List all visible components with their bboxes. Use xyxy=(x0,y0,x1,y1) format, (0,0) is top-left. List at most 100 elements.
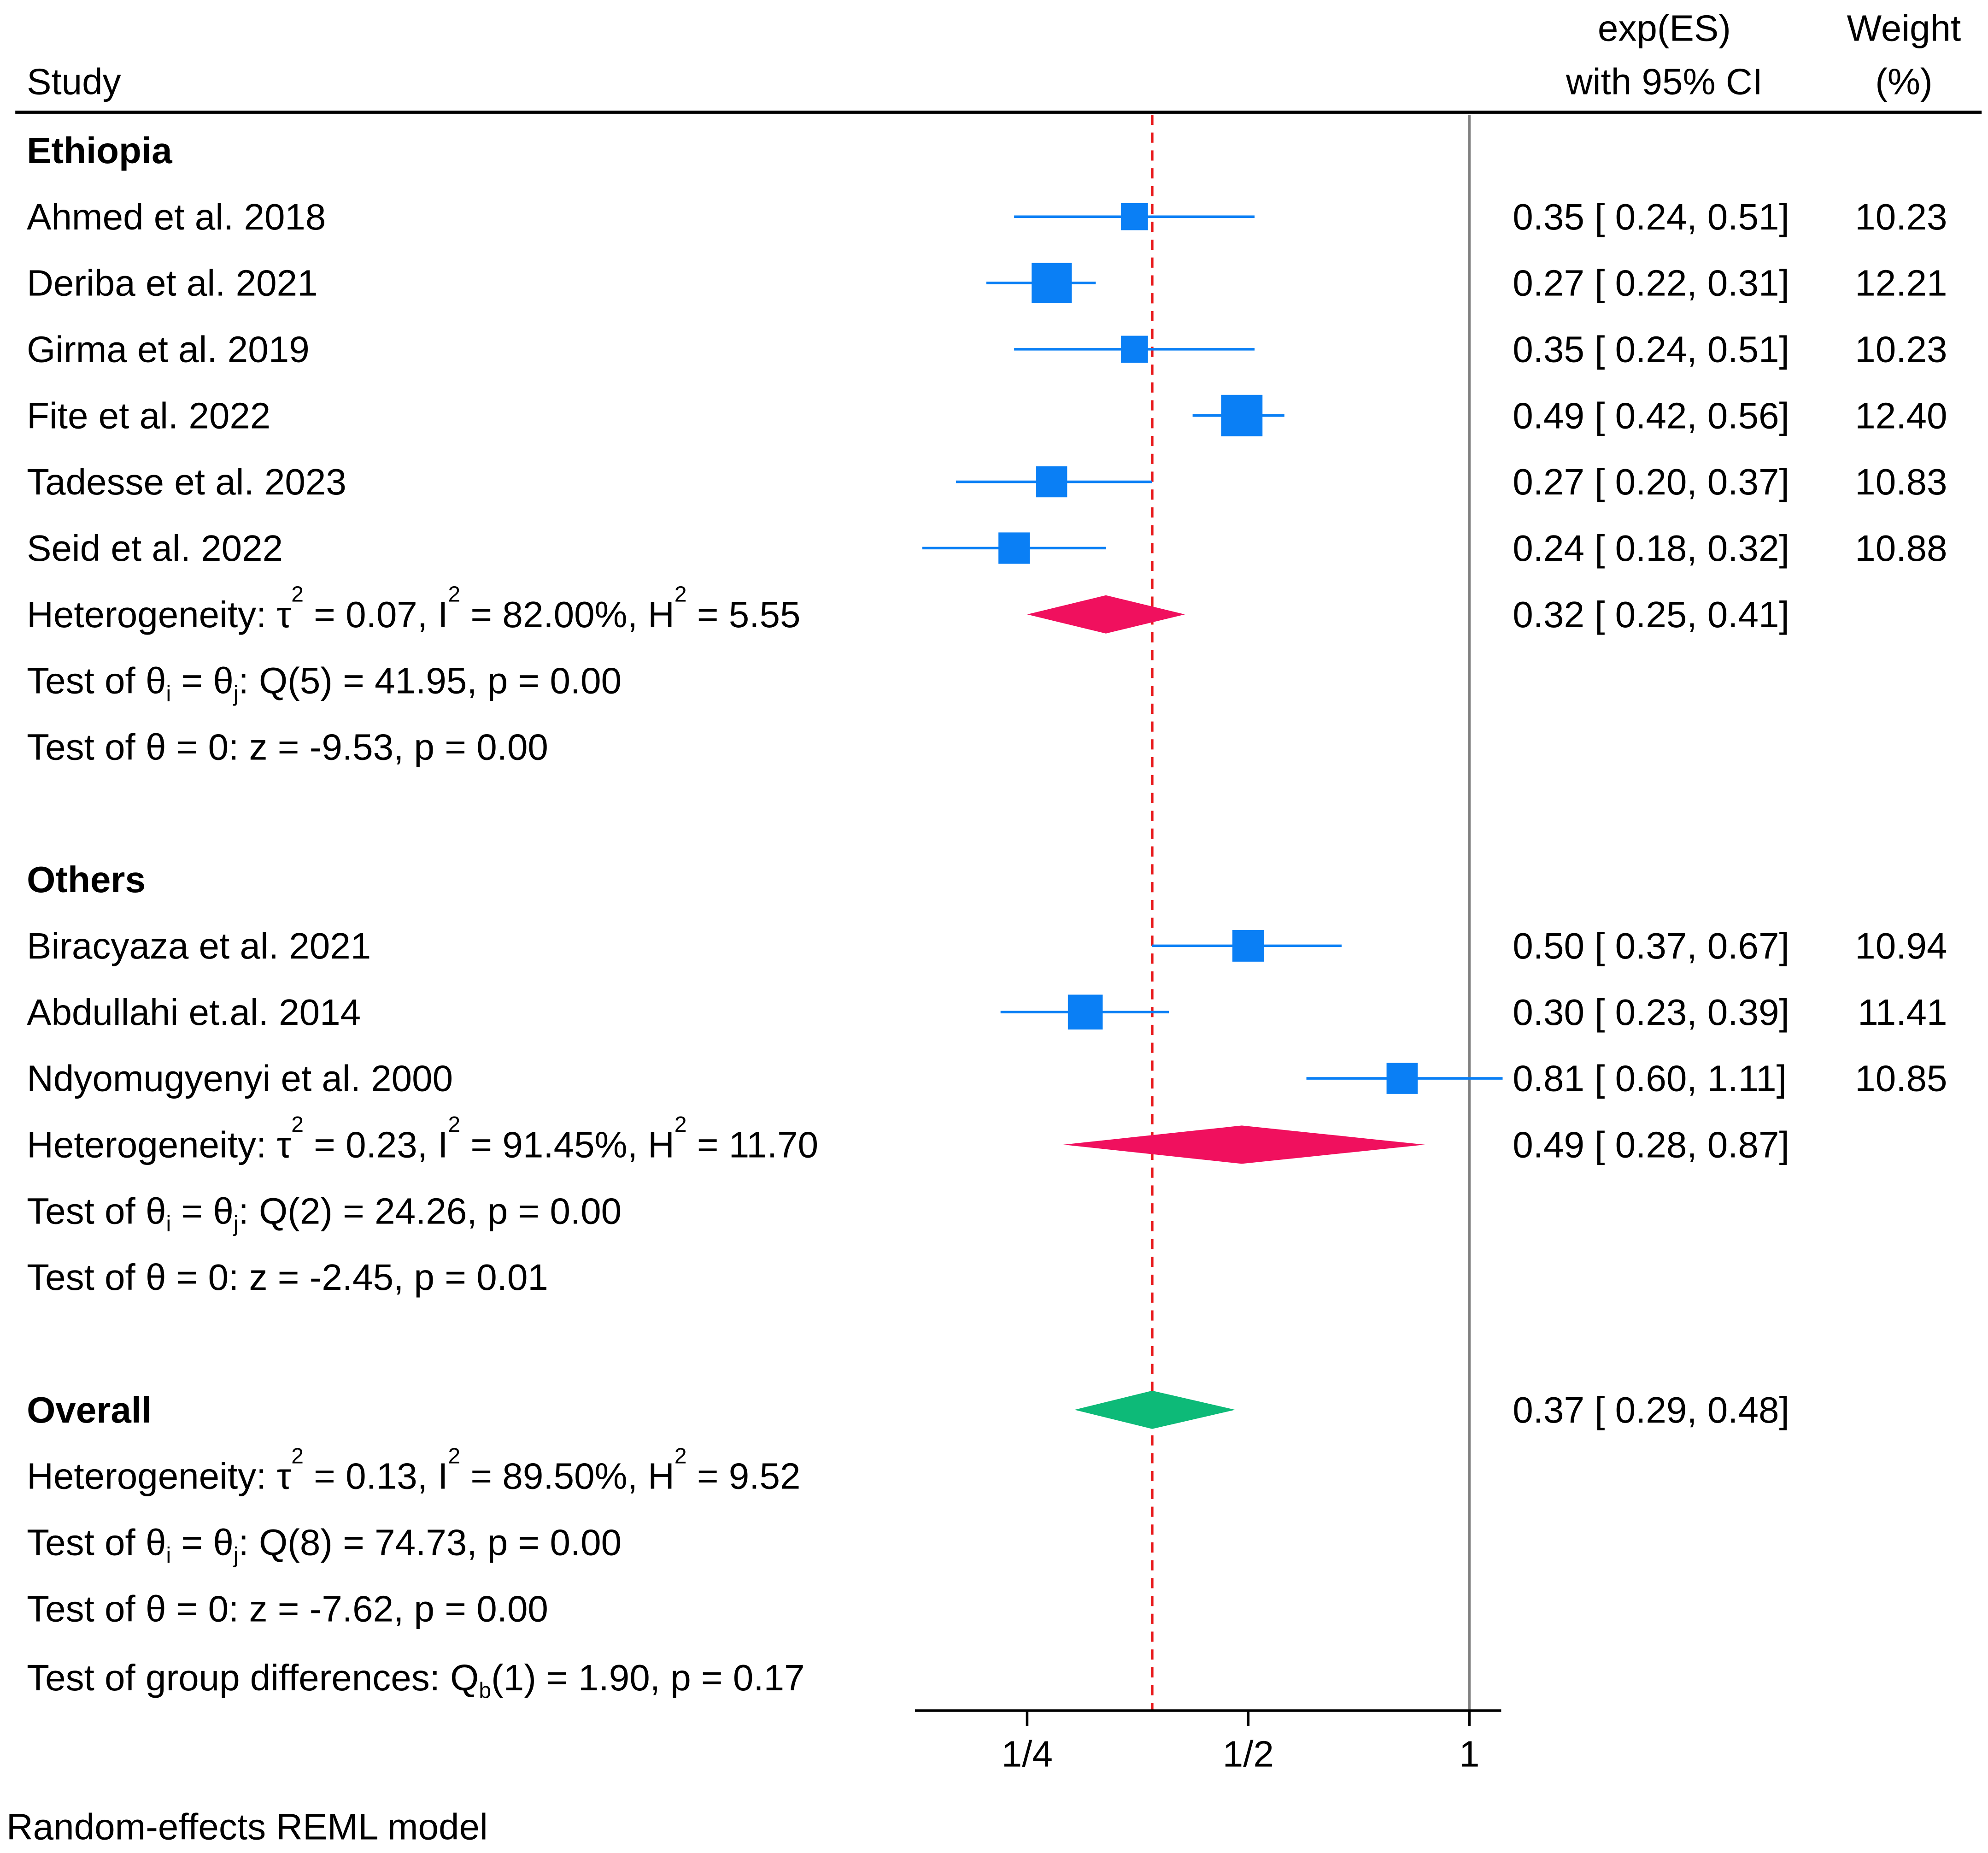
group-test-theta-ij-part-6: ) = xyxy=(320,1190,375,1231)
group-heterogeneity-part-11: 5.55 xyxy=(729,594,801,635)
overall-heterogeneity: Heterogeneity: τ2 = 0.13, I2 = 89.50%, H… xyxy=(27,1444,800,1496)
study-marker xyxy=(1386,1063,1418,1094)
group-heterogeneity-part-11: 11.70 xyxy=(729,1124,818,1165)
study-weight: 11.41 xyxy=(1858,992,1947,1033)
group-test-theta-ij-part-0: Test of θ xyxy=(27,660,166,701)
study-weight: 10.23 xyxy=(1855,329,1947,370)
group-heterogeneity-part-0: Heterogeneity: τ xyxy=(27,594,291,635)
study-marker xyxy=(1121,335,1148,363)
overall-diamond xyxy=(1074,1390,1236,1429)
study-ci: 0.35 [ 0.24, 0.51] xyxy=(1513,196,1789,237)
study-ci: 0.49 [ 0.42, 0.56] xyxy=(1513,395,1789,436)
overall-heterogeneity-part-3: 0.13 xyxy=(346,1456,417,1497)
group-heterogeneity-part-4: , I xyxy=(417,594,448,635)
plot-marks xyxy=(922,203,1503,1429)
study-label: Fite et al. 2022 xyxy=(27,395,270,436)
study-marker xyxy=(998,532,1030,564)
group-test-theta-ij-part-5: 2 xyxy=(300,1190,321,1231)
study-ci: 0.27 [ 0.20, 0.37] xyxy=(1513,461,1789,502)
overall-heterogeneity-part-8: , H xyxy=(627,1456,674,1497)
group-summary-diamond xyxy=(1027,595,1185,634)
study-marker xyxy=(1121,203,1148,230)
x-tick-label: 1/4 xyxy=(1002,1734,1053,1775)
overall-test-theta-ij-part-9: 0.00 xyxy=(550,1522,622,1563)
overall-heterogeneity-part-9: 2 xyxy=(674,1444,687,1468)
group-heterogeneity-part-3: 0.07 xyxy=(346,594,417,635)
footnote: Random-effects REML model xyxy=(6,1806,488,1847)
group-test-theta-ij-part-3: j xyxy=(233,682,239,706)
group-heterogeneity-part-8: , H xyxy=(627,594,674,635)
study-label: Biracyaza et al. 2021 xyxy=(27,925,371,966)
group-heterogeneity-part-2: = xyxy=(304,1124,346,1165)
group-heterogeneity-part-4: , I xyxy=(417,1124,448,1165)
group-heterogeneity-part-9: 2 xyxy=(674,1112,687,1137)
group-heterogeneity: Heterogeneity: τ2 = 0.23, I2 = 91.45%, H… xyxy=(27,1112,818,1165)
group-heterogeneity-part-2: = xyxy=(304,594,346,635)
overall-test-theta-ij-part-1: i xyxy=(166,1543,171,1568)
group-summary-diamond xyxy=(1063,1125,1425,1164)
overall-heterogeneity-part-1: 2 xyxy=(291,1444,304,1468)
group-test-theta-0-part-3: 0.01 xyxy=(476,1257,548,1298)
study-ci: 0.24 [ 0.18, 0.32] xyxy=(1513,528,1789,569)
study-ci: 0.30 [ 0.23, 0.39] xyxy=(1513,992,1789,1033)
x-tick-label: 1 xyxy=(1459,1734,1480,1775)
overall-heterogeneity-part-0: Heterogeneity: τ xyxy=(27,1456,291,1497)
group-differences-test-part-7: 0.17 xyxy=(733,1657,805,1698)
study-ci: 0.81 [ 0.60, 1.11] xyxy=(1513,1058,1787,1099)
group-differences-test-part-0: Test of group differences: Q xyxy=(27,1657,479,1698)
study-weight: 10.88 xyxy=(1855,528,1947,569)
group-test-theta-ij-part-5: 5 xyxy=(300,660,321,701)
group-test-theta-ij-part-3: j xyxy=(233,1212,239,1236)
overall-heterogeneity-part-7: 89.50% xyxy=(502,1456,627,1497)
group-heterogeneity-part-6: = xyxy=(460,1124,502,1165)
header-es-line2: with 95% CI xyxy=(1566,61,1763,102)
group-heterogeneity-part-5: 2 xyxy=(448,582,460,607)
group-differences-test-part-5: 1.90 xyxy=(578,1657,650,1698)
overall-label: Overall xyxy=(27,1389,152,1430)
study-label: Abdullahi et.al. 2014 xyxy=(27,992,361,1033)
header-es-line1: exp(ES) xyxy=(1598,8,1731,49)
study-weight: 10.85 xyxy=(1855,1058,1947,1099)
group-differences-test-part-2: ( xyxy=(491,1657,504,1698)
overall-heterogeneity-part-4: , I xyxy=(417,1456,448,1497)
group-test-theta-ij-part-2: = θ xyxy=(171,660,234,701)
group-label: Ethiopia xyxy=(27,130,172,171)
group-heterogeneity-part-1: 2 xyxy=(291,1112,304,1137)
group-differences-test-part-4: ) = xyxy=(524,1657,578,1698)
overall-test-theta-ij-part-0: Test of θ xyxy=(27,1522,166,1563)
overall-test-theta-ij-part-4: : Q( xyxy=(238,1522,300,1563)
study-label: Ndyomugyenyi et al. 2000 xyxy=(27,1058,453,1099)
study-weight: 12.40 xyxy=(1855,395,1947,436)
study-ci: 0.35 [ 0.24, 0.51] xyxy=(1513,329,1789,370)
group-heterogeneity-part-10: = xyxy=(687,594,729,635)
overall-test-theta-ij-part-7: 74.73 xyxy=(375,1522,467,1563)
study-label: Seid et al. 2022 xyxy=(27,528,283,569)
study-marker xyxy=(1067,994,1103,1030)
study-weight: 12.21 xyxy=(1855,263,1947,304)
group-test-theta-0-part-1: -2.45 xyxy=(310,1257,393,1298)
group-test-theta-ij-part-4: : Q( xyxy=(238,660,300,701)
group-test-theta-0-part-0: Test of θ = 0: z = xyxy=(27,1257,310,1298)
study-weight: 10.94 xyxy=(1855,925,1947,966)
x-tick-label: 1/2 xyxy=(1223,1734,1274,1775)
group-test-theta-ij-part-9: 0.00 xyxy=(550,1190,622,1231)
group-heterogeneity: Heterogeneity: τ2 = 0.07, I2 = 82.00%, H… xyxy=(27,582,800,635)
overall-test-theta-ij: Test of θi = θj: Q(8) = 74.73, p = 0.00 xyxy=(27,1522,622,1568)
group-test-theta-ij-part-1: i xyxy=(166,1212,171,1236)
overall-test-theta-ij-part-3: j xyxy=(233,1543,239,1568)
group-heterogeneity-part-6: = xyxy=(460,594,502,635)
study-label: Ahmed et al. 2018 xyxy=(27,196,326,237)
group-test-theta-ij-part-2: = θ xyxy=(171,1190,234,1231)
header-study: Study xyxy=(27,61,121,102)
group-heterogeneity-part-7: 91.45% xyxy=(502,1124,627,1165)
overall-heterogeneity-part-6: = xyxy=(460,1456,502,1497)
group-test-theta-0-part-3: 0.00 xyxy=(476,727,548,768)
group-test-theta-ij-part-6: ) = xyxy=(320,660,375,701)
overall-heterogeneity-part-11: 9.52 xyxy=(729,1456,801,1497)
overall-heterogeneity-part-2: = xyxy=(304,1456,346,1497)
group-heterogeneity-part-1: 2 xyxy=(291,582,304,607)
group-heterogeneity-part-3: 0.23 xyxy=(346,1124,417,1165)
group-test-theta-ij-part-0: Test of θ xyxy=(27,1190,166,1231)
study-ci: 0.50 [ 0.37, 0.67] xyxy=(1513,925,1789,966)
